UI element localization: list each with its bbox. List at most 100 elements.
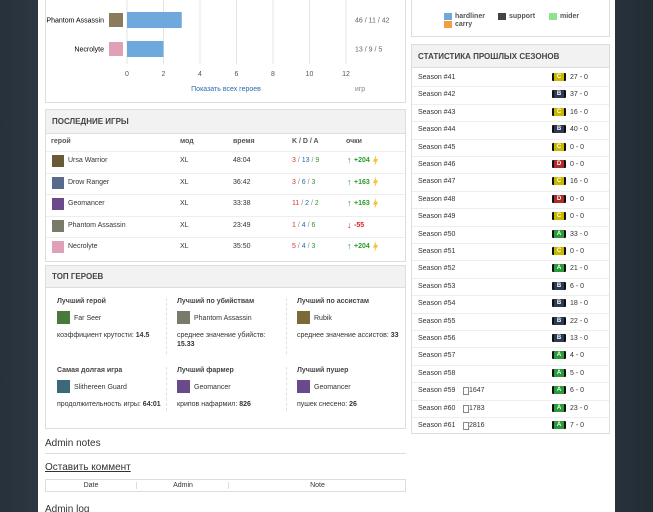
grade: A — [554, 368, 564, 377]
row-line — [46, 151, 405, 152]
separator: / — [295, 243, 302, 250]
grade: A — [554, 264, 564, 273]
hero-name: Phantom Assassin — [46, 18, 104, 25]
cell-divider — [286, 367, 287, 411]
x-tick-label: 6 — [235, 71, 239, 78]
column-header: мод — [180, 138, 194, 145]
hero-name: Rubik — [314, 315, 332, 322]
points-arrow: ↑ — [347, 155, 352, 165]
score: 16 - 0 — [570, 108, 588, 116]
hero-name: Necrolyte — [68, 243, 98, 250]
row-line — [412, 190, 609, 192]
stat: среднее значение ассистов: 33 — [297, 331, 409, 340]
grade: C — [554, 142, 564, 151]
score: 18 - 0 — [570, 300, 588, 308]
admin-table: Date Admin Note — [45, 479, 406, 492]
row-line — [412, 156, 609, 157]
season-name: Season #46 — [418, 161, 456, 168]
season-name: Season #48 — [418, 195, 456, 203]
grade: A — [554, 229, 564, 238]
score: 6 - 0 — [570, 387, 585, 395]
hero-name: Phantom Assassin — [194, 315, 252, 322]
separator: / — [305, 221, 312, 229]
hero-icon — [109, 42, 123, 56]
season-name: Season #53 — [418, 282, 456, 290]
score: 0 - 0 — [570, 143, 585, 151]
hero-icon — [297, 380, 310, 393]
row-line — [412, 260, 609, 262]
rating: 1647 — [469, 387, 485, 395]
x-tick-label: 0 — [125, 71, 129, 78]
points: +204 — [354, 157, 370, 164]
comment-link[interactable]: Оставить коммент — [45, 462, 131, 473]
kda: 1 / 4 / 6 — [292, 222, 315, 229]
score: 0 - 0 — [570, 248, 585, 255]
column-header: герой — [51, 138, 71, 145]
hero-icon — [52, 155, 64, 167]
stat-label: продолжительность игры: — [57, 401, 141, 408]
season-name: Season #47 — [418, 178, 456, 186]
grade: B — [554, 125, 564, 134]
points: +163 — [354, 200, 370, 207]
last-games: ПОСЛЕДНИЕ ИГРЫ герой мод время K / D / A очк… — [45, 109, 406, 262]
legend-box: hardliner support mider carry — [411, 0, 610, 37]
x-tick-label: 12 — [342, 71, 350, 78]
mode: XL — [180, 157, 189, 164]
section-title: ТОП ГЕРОЕВ — [46, 266, 405, 288]
season-name: Season #59 — [418, 387, 456, 395]
hero-chart-box: 0 2 4 6 8 10 12 Phantom Assassin 46 / 11 / 42 Nec… — [45, 0, 406, 103]
separator: / — [295, 157, 302, 164]
grade: D — [554, 160, 564, 168]
hero-name: Necrolyte — [74, 47, 104, 54]
row-line — [46, 237, 405, 238]
cell-title: Лучший по убийствам — [177, 298, 255, 305]
bar — [127, 41, 164, 57]
hero-name: Geomancer — [68, 200, 105, 207]
kda-d: 4 — [301, 243, 306, 250]
score: 33 - 0 — [570, 230, 588, 238]
score: 5 - 0 — [570, 369, 585, 377]
row-line — [46, 172, 405, 174]
score: 23 - 0 — [570, 404, 588, 412]
row-line — [412, 225, 609, 227]
admin-notes-title: Admin notes — [45, 438, 101, 449]
score: 7 - 0 — [570, 422, 585, 429]
grade: D — [554, 194, 564, 203]
stat-label: среднее значение ассистов: — [297, 332, 389, 339]
grade: A — [554, 351, 564, 360]
grade: C — [554, 107, 564, 116]
score: 40 - 0 — [570, 126, 588, 134]
season-name: Season #52 — [418, 265, 456, 273]
grade: B — [554, 90, 564, 99]
hero-icon — [177, 380, 190, 393]
score: 6 - 0 — [570, 282, 585, 290]
section-title: СТАТИСТИКА ПРОШЛЫХ СЕЗОНОВ — [412, 45, 609, 68]
column-header: Note — [228, 482, 406, 489]
row-line — [412, 382, 609, 384]
cell-title: Лучший по ассистам — [297, 298, 370, 305]
hero-icon — [52, 219, 64, 232]
row-line — [412, 86, 609, 88]
season-name: Season #49 — [418, 213, 456, 221]
grade: C — [554, 247, 564, 255]
kda: 5 / 4 / 3 — [292, 243, 315, 250]
side-label: 13 / 9 / 5 — [355, 47, 382, 54]
row-line — [412, 121, 609, 123]
row-line — [412, 330, 609, 331]
seasons: СТАТИСТИКА ПРОШЛЫХ СЕЗОНОВ Season #41 C 27… — [411, 44, 610, 434]
column-header: K / D / A — [292, 138, 319, 145]
stat-value: 15.33 — [177, 341, 195, 348]
separator: / — [305, 178, 312, 186]
season-name: Season #45 — [418, 143, 456, 151]
hero-name: Slithereen Guard — [74, 384, 127, 391]
season-name: Season #61 — [418, 422, 456, 429]
column-header: Admin — [136, 482, 229, 489]
score: 0 - 0 — [570, 161, 585, 168]
column-header: Date — [83, 482, 99, 489]
grade: B — [554, 334, 564, 342]
top-heroes: ТОП ГЕРОЕВ Лучший герой Far Seer коэффицие… — [45, 265, 406, 429]
score: 0 - 0 — [570, 213, 585, 221]
row-line — [412, 243, 609, 244]
row-line — [412, 312, 609, 314]
show-all-link[interactable]: Показать всех героев — [191, 86, 261, 93]
